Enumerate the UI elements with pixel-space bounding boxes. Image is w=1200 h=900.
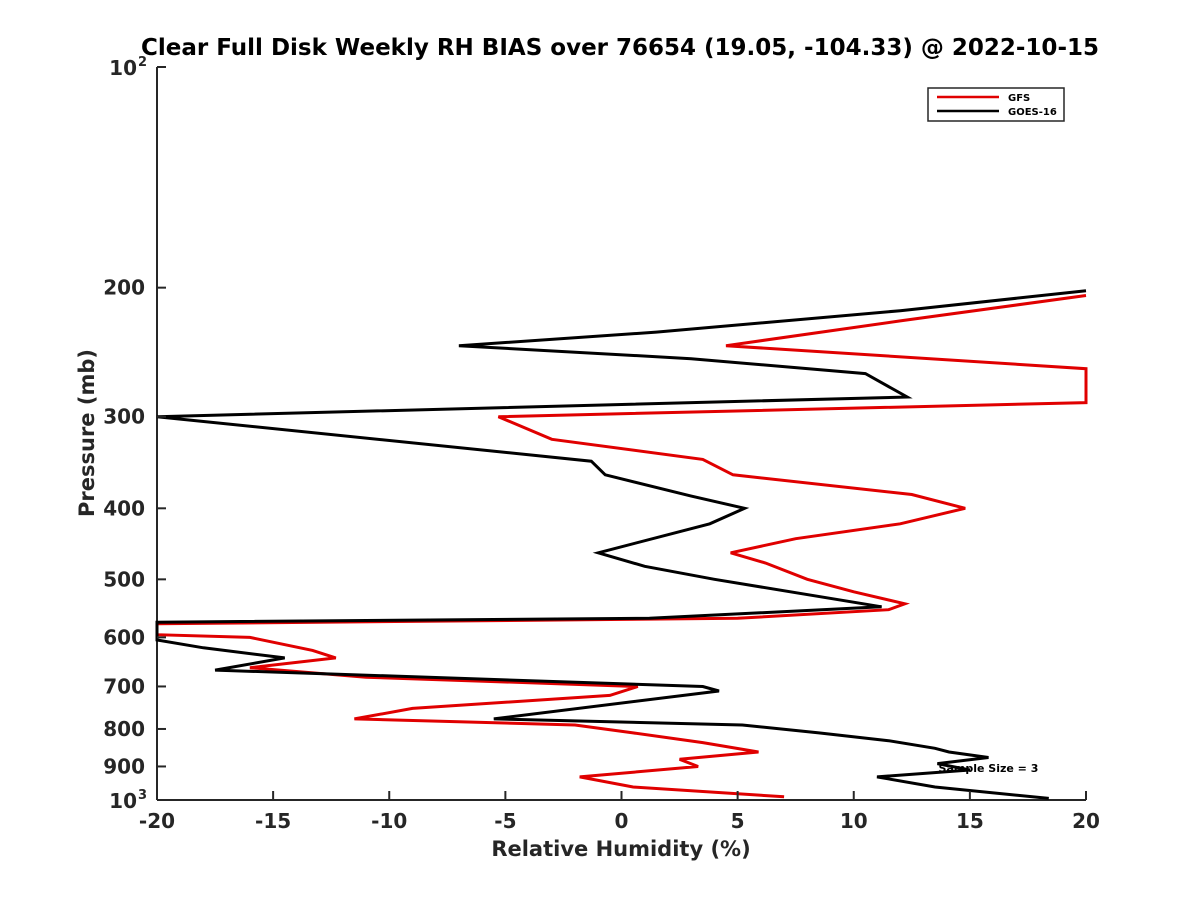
y-tick-label: 10 bbox=[109, 789, 137, 813]
series-line-goes-16 bbox=[155, 289, 1087, 800]
series-layer bbox=[155, 289, 1088, 800]
x-tick-label: 10 bbox=[840, 809, 868, 833]
y-tick-label: 800 bbox=[103, 717, 145, 741]
x-tick-label: 20 bbox=[1072, 809, 1100, 833]
y-tick-label: 400 bbox=[103, 496, 145, 520]
x-tick-label: 15 bbox=[956, 809, 984, 833]
legend: GFS GOES-16 bbox=[927, 87, 1065, 122]
legend-gfs-label: GFS bbox=[1008, 93, 1030, 104]
y-tick-label: 10 bbox=[109, 56, 137, 80]
y-tick-exponent: 3 bbox=[138, 788, 147, 803]
y-axis-label: Pressure (mb) bbox=[75, 349, 99, 517]
y-tick-label: 500 bbox=[103, 567, 145, 591]
y-tick-label: 700 bbox=[103, 674, 145, 698]
x-tick-label: -15 bbox=[255, 809, 291, 833]
y-tick-label: 600 bbox=[103, 625, 145, 649]
legend-goes16-label: GOES-16 bbox=[1008, 107, 1057, 118]
y-tick-label: 900 bbox=[103, 754, 145, 778]
x-axis-label: Relative Humidity (%) bbox=[491, 837, 750, 861]
plot-area: -20 -15 -10 -5 0 5 10 15 20 10 220030040050060070… bbox=[103, 55, 1100, 833]
y-tick-label: 200 bbox=[103, 276, 145, 300]
y-tick-exponent: 2 bbox=[138, 55, 147, 70]
x-tick-label: -10 bbox=[371, 809, 407, 833]
chart-title: Clear Full Disk Weekly RH BIAS over 7665… bbox=[141, 35, 1099, 61]
x-tick-label: -5 bbox=[494, 809, 516, 833]
x-tick-label: 0 bbox=[615, 809, 629, 833]
legend-box bbox=[927, 87, 1065, 122]
x-tick-label: 5 bbox=[731, 809, 745, 833]
y-tick-label: 300 bbox=[103, 405, 145, 429]
x-tick-label: -20 bbox=[139, 809, 175, 833]
x-ticks: -20 -15 -10 -5 0 5 10 15 20 bbox=[139, 791, 1100, 833]
sample-size-annotation: Sample Size = 3 bbox=[939, 762, 1039, 775]
